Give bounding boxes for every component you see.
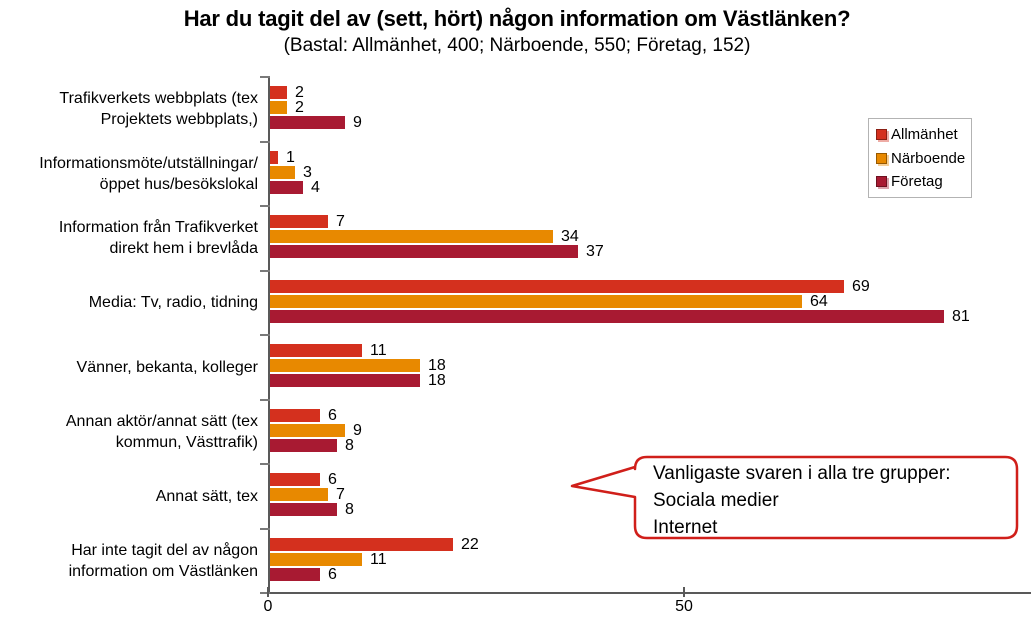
y-axis-tick [260, 205, 270, 207]
value-label: 3 [303, 163, 312, 181]
value-label: 7 [336, 212, 345, 230]
callout-line: Internet [653, 517, 718, 538]
bar-närboende [270, 101, 287, 114]
bar-allmänhet [270, 538, 453, 551]
bar-allmänhet [270, 280, 844, 293]
y-axis-tick [260, 399, 270, 401]
value-label: 69 [852, 277, 870, 295]
bar-närboende [270, 424, 345, 437]
category-label: Annan aktör/annat sätt (tex kommun, Väst… [65, 412, 258, 451]
legend-label: Företag [891, 173, 943, 191]
value-label: 34 [561, 227, 579, 245]
x-axis-tick-label: 0 [263, 598, 273, 615]
bar-företag [270, 116, 345, 129]
legend: Allmänhet Närboende Företag [868, 118, 972, 198]
bar-närboende [270, 230, 553, 243]
value-label: 8 [345, 436, 354, 454]
category-label: Informationsmöte/utställningar/ öppet hu… [39, 154, 258, 193]
callout-text: Vanligaste svaren i alla tre grupper: So… [653, 460, 1013, 541]
category-label: Vänner, bekanta, kolleger [76, 358, 258, 376]
value-label: 9 [353, 113, 362, 131]
value-label: 11 [370, 341, 387, 359]
y-axis-tick [260, 76, 270, 78]
value-label: 8 [345, 500, 354, 518]
value-label: 6 [328, 406, 337, 424]
callout-line: Vanligaste svaren i alla tre grupper: [653, 463, 951, 484]
legend-item: Företag [876, 173, 971, 190]
value-label: 2 [295, 98, 304, 116]
y-axis-tick [260, 528, 270, 530]
legend-item: Närboende [876, 150, 971, 167]
x-axis-line [268, 592, 1031, 594]
value-label: 81 [952, 307, 970, 325]
category-label: Annat sätt, tex [155, 487, 258, 505]
bar-allmänhet [270, 409, 320, 422]
value-label: 64 [810, 292, 828, 310]
value-label: 22 [461, 535, 479, 553]
bar-närboende [270, 488, 328, 501]
category-label: Information från Trafikverket direkt hem… [58, 219, 258, 258]
y-axis-tick [260, 270, 270, 272]
category-label: Trafikverkets webbplats (tex Projektets … [59, 90, 258, 129]
legend-swatch-företag [876, 176, 887, 188]
value-label: 6 [328, 565, 337, 583]
value-label: 6 [328, 470, 337, 488]
chart-title: Har du tagit del av (sett, hört) någon i… [183, 6, 851, 31]
bar-företag [270, 245, 578, 258]
value-label: 37 [586, 242, 604, 260]
value-label: 2 [295, 83, 304, 101]
y-axis-tick [260, 463, 270, 465]
bar-närboende [270, 553, 362, 566]
bar-allmänhet [270, 215, 328, 228]
legend-label: Allmänhet [891, 125, 958, 143]
bar-närboende [270, 295, 802, 308]
x-axis-tick-label: 50 [675, 598, 693, 615]
y-axis-tick [260, 592, 270, 594]
bar-allmänhet [270, 151, 278, 164]
x-axis-tick [683, 587, 685, 597]
legend-item: Allmänhet [876, 126, 971, 143]
bar-närboende [270, 359, 420, 372]
bar-allmänhet [270, 344, 362, 357]
bar-företag [270, 503, 337, 516]
bar-allmänhet [270, 86, 287, 99]
y-axis-tick [260, 334, 270, 336]
value-label: 9 [353, 421, 362, 439]
bar-företag [270, 310, 944, 323]
bar-allmänhet [270, 473, 320, 486]
value-label: 18 [428, 356, 446, 374]
category-label: Har inte tagit del av någon information … [68, 541, 258, 580]
bar-företag [270, 568, 320, 581]
callout-line: Sociala medier [653, 490, 779, 511]
value-label: 1 [286, 148, 295, 166]
value-label: 11 [370, 550, 387, 568]
legend-swatch-närboende [876, 152, 887, 164]
bar-företag [270, 374, 420, 387]
legend-swatch-allmänhet [876, 128, 887, 140]
value-label: 7 [336, 485, 345, 503]
bar-företag [270, 181, 303, 194]
chart-subtitle: (Bastal: Allmänhet, 400; Närboende, 550;… [283, 35, 751, 56]
x-axis-tick [267, 587, 269, 597]
legend-label: Närboende [891, 149, 966, 167]
category-label: Media: Tv, radio, tidning [88, 294, 258, 312]
value-label: 4 [311, 178, 320, 196]
value-label: 18 [428, 371, 446, 389]
bar-närboende [270, 166, 295, 179]
bar-företag [270, 439, 337, 452]
y-axis-tick [260, 141, 270, 143]
